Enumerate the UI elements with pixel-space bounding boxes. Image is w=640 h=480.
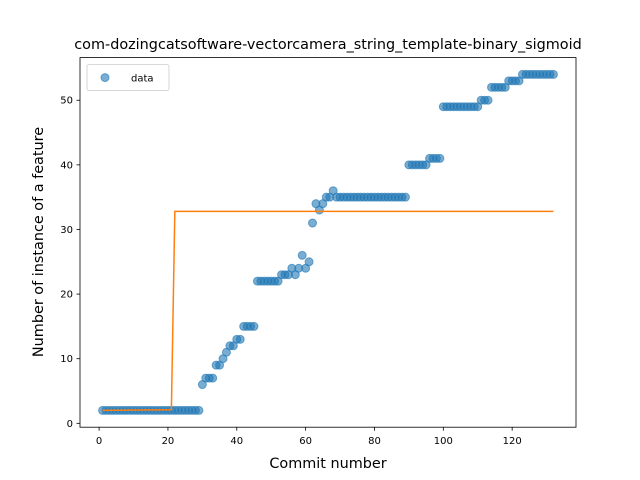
axes-frame [79,57,577,428]
data-point [208,373,218,383]
data-point [304,257,314,267]
chart-title: com-dozingcatsoftware-vectorcamera_strin… [74,37,581,53]
x-tick-label: 20 [162,436,175,447]
y-tick-label: 50 [60,96,73,107]
y-tick-label: 0 [67,419,73,430]
data-point [249,321,259,331]
data-point [297,250,307,260]
y-axis-label: Number of instance of a feature [31,127,47,357]
data-point [235,334,245,344]
x-tick-label: 40 [230,436,243,447]
x-tick-label: 80 [368,436,381,447]
legend-box [86,64,170,91]
x-tick-label: 100 [434,436,453,447]
data-point [435,153,445,163]
fit-line [102,210,554,412]
x-tick-label: 0 [96,436,102,447]
x-axis-label: Commit number [269,456,386,472]
data-point [548,69,558,79]
y-tick-label: 20 [60,290,73,301]
legend-label: data [131,74,154,85]
x-tick-label: 60 [299,436,312,447]
y-tick-label: 30 [60,225,73,236]
data-point [308,218,318,228]
y-tick-label: 40 [60,160,73,171]
x-tick-label: 120 [503,436,522,447]
data-point [194,405,204,415]
y-tick-label: 10 [60,354,73,365]
data-point [483,95,493,105]
legend-swatch [100,73,110,83]
data-point [400,192,410,202]
